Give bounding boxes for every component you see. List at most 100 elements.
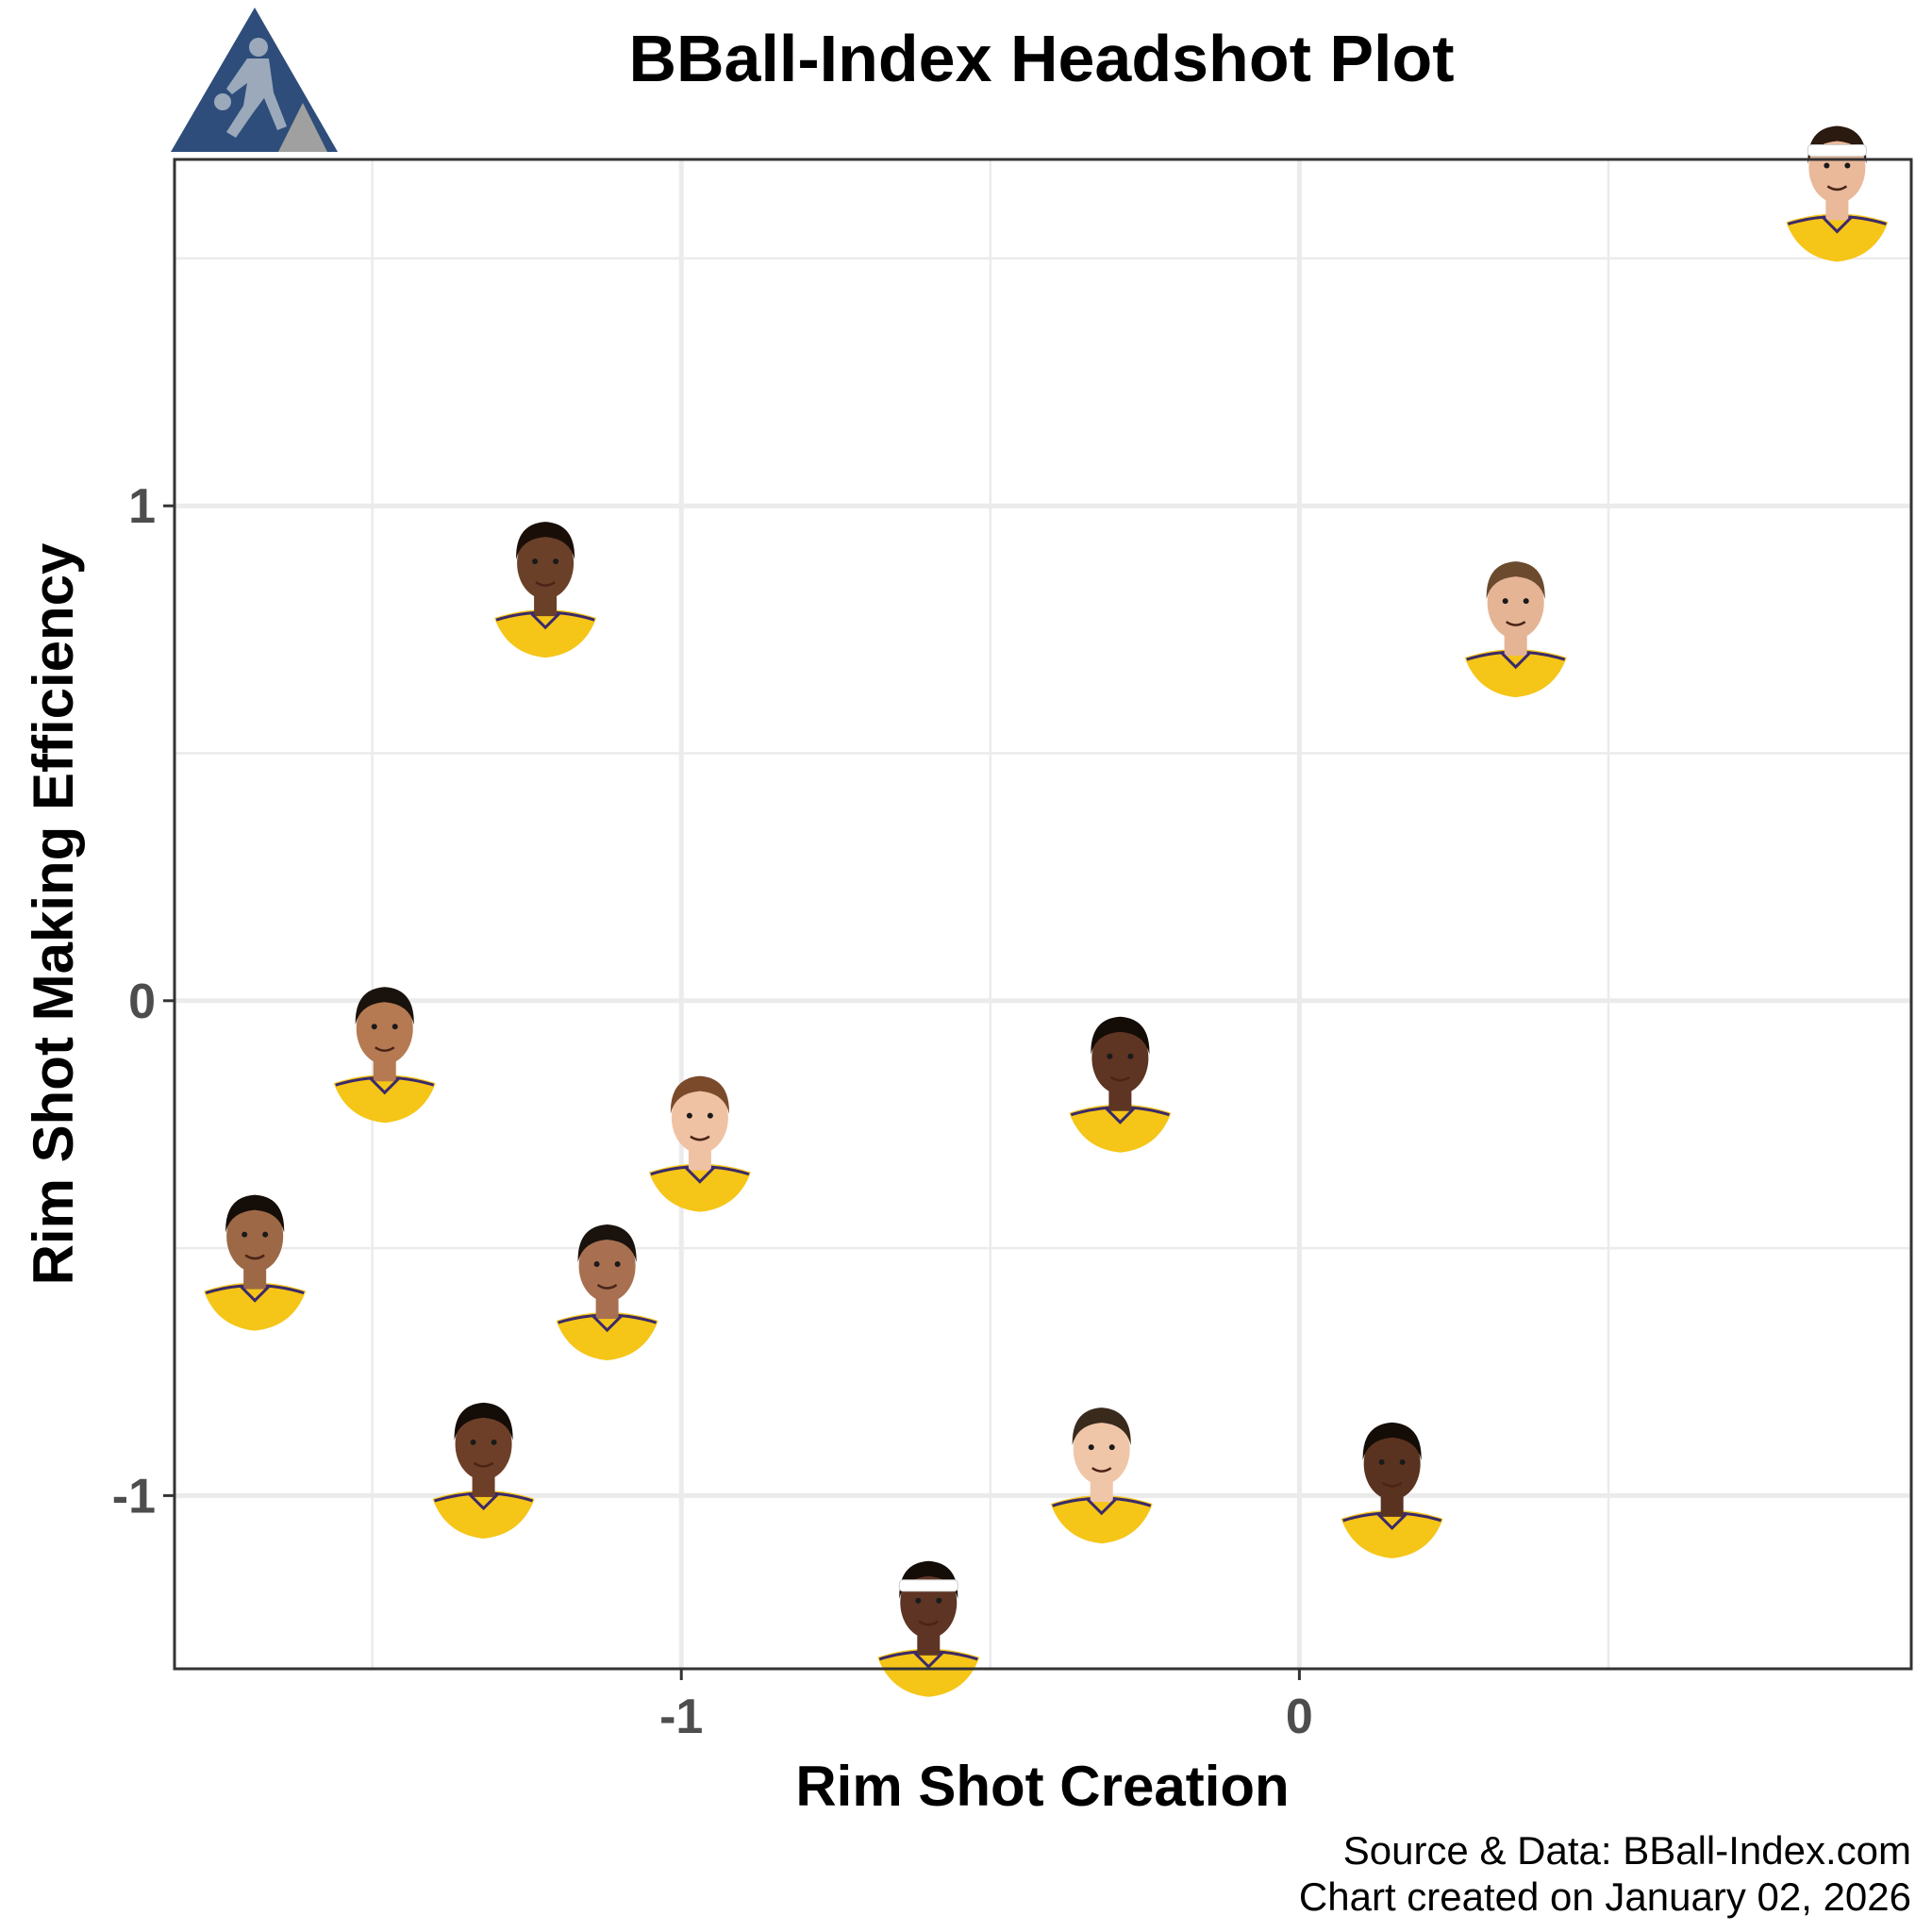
x-axis-title: Rim Shot Creation	[795, 1755, 1289, 1818]
x-tick-label: 0	[1286, 1690, 1313, 1744]
face-shape	[578, 1230, 636, 1303]
jersey-shape	[877, 1648, 980, 1697]
eye-right	[1844, 162, 1851, 169]
face-shape	[1091, 1022, 1149, 1094]
eye-right	[936, 1597, 942, 1604]
player-headshot-point	[333, 987, 436, 1124]
face-shape	[356, 992, 413, 1065]
headband-shape	[1807, 143, 1867, 157]
player-headshot-point	[1786, 125, 1889, 262]
player-headshot-point	[494, 522, 597, 658]
jersey-shape	[432, 1490, 535, 1539]
player-headshot-point	[877, 1560, 980, 1697]
hair-shape	[1362, 1422, 1422, 1460]
eye-left	[1088, 1444, 1094, 1451]
mouth-shape	[1505, 621, 1526, 626]
hair-shape	[1091, 1016, 1150, 1055]
hair-shape	[1072, 1407, 1131, 1446]
collar-v	[1499, 651, 1532, 670]
player-headshot-point	[1464, 561, 1567, 698]
hair-shape	[454, 1402, 513, 1441]
collar-v	[1104, 1106, 1137, 1124]
hair-shape	[1486, 561, 1545, 600]
jersey-shape	[333, 1074, 436, 1124]
mouth-shape	[535, 581, 556, 587]
player-headshot-point	[1341, 1422, 1443, 1558]
player-headshot-point	[432, 1402, 535, 1539]
face-shape	[1487, 567, 1544, 640]
hair-shape	[670, 1075, 729, 1114]
jersey-shape	[204, 1282, 307, 1331]
x-tick-label: -1	[659, 1690, 703, 1744]
plot-panel-border	[173, 158, 1913, 1671]
hair-shape	[1807, 125, 1867, 164]
collar-v	[1375, 1511, 1408, 1531]
collar-v	[591, 1313, 624, 1333]
eye-left	[1502, 598, 1508, 605]
face-shape	[1363, 1427, 1421, 1500]
collar-v	[529, 611, 562, 630]
mouth-shape	[244, 1254, 265, 1260]
face-shape	[226, 1200, 284, 1273]
eye-right	[553, 558, 559, 565]
face-shape	[517, 527, 575, 600]
eye-right	[707, 1112, 713, 1119]
eye-left	[1378, 1458, 1385, 1465]
jersey-shape	[1464, 649, 1567, 698]
mouth-shape	[596, 1283, 618, 1290]
mouth-shape	[1109, 1075, 1131, 1082]
jersey-shape	[1786, 213, 1889, 262]
logo-player-silhouette	[214, 38, 287, 138]
collar-v	[1821, 215, 1854, 234]
eye-left	[532, 558, 539, 565]
mouth-shape	[473, 1461, 494, 1468]
hair-shape	[577, 1224, 637, 1263]
y-tick-label: 1	[128, 479, 156, 534]
jersey-shape	[1341, 1509, 1443, 1558]
chart-title: BBall-Index Headshot Plot	[628, 22, 1454, 95]
caption-date: Chart created on January 02, 2026	[1299, 1874, 1911, 1919]
eye-left	[470, 1439, 476, 1445]
eye-right	[1108, 1444, 1115, 1451]
jersey-shape	[1069, 1104, 1172, 1153]
eye-right	[391, 1024, 398, 1030]
bball-index-logo	[171, 8, 338, 152]
grid-lines	[175, 159, 1911, 1669]
jersey-shape	[648, 1163, 751, 1212]
eye-right	[614, 1261, 621, 1268]
collar-v	[683, 1165, 716, 1184]
eye-right	[1523, 598, 1529, 605]
player-headshot-point	[204, 1194, 307, 1331]
eye-right	[262, 1231, 269, 1238]
hair-shape	[225, 1194, 285, 1233]
collar-v	[368, 1076, 401, 1095]
eye-left	[1107, 1053, 1113, 1059]
jersey-shape	[494, 609, 597, 658]
face-shape	[455, 1407, 512, 1480]
eye-right	[1127, 1053, 1134, 1059]
x-axis-ticks: -1 0	[659, 1669, 1313, 1744]
caption-source: Source & Data: BBall-Index.com	[1343, 1828, 1911, 1873]
collar-v	[1085, 1497, 1118, 1516]
face-shape	[1073, 1413, 1130, 1486]
headband-shape	[898, 1579, 958, 1592]
eye-left	[371, 1024, 377, 1030]
face-shape	[671, 1081, 728, 1154]
eye-right	[491, 1439, 497, 1445]
mouth-shape	[918, 1620, 940, 1626]
eye-left	[242, 1231, 248, 1238]
mouth-shape	[690, 1135, 710, 1141]
eye-right	[1399, 1458, 1406, 1465]
hair-shape	[899, 1560, 958, 1599]
jersey-shape	[1050, 1495, 1153, 1544]
player-headshot-point	[1069, 1016, 1172, 1153]
y-tick-label: 0	[128, 974, 156, 1029]
collar-v	[239, 1284, 272, 1303]
eye-left	[915, 1597, 922, 1604]
mouth-shape	[1091, 1467, 1112, 1473]
player-headshot-point	[1050, 1407, 1153, 1544]
scatter-points	[204, 125, 1889, 1697]
mouth-shape	[375, 1046, 395, 1052]
player-headshot-point	[648, 1075, 751, 1212]
